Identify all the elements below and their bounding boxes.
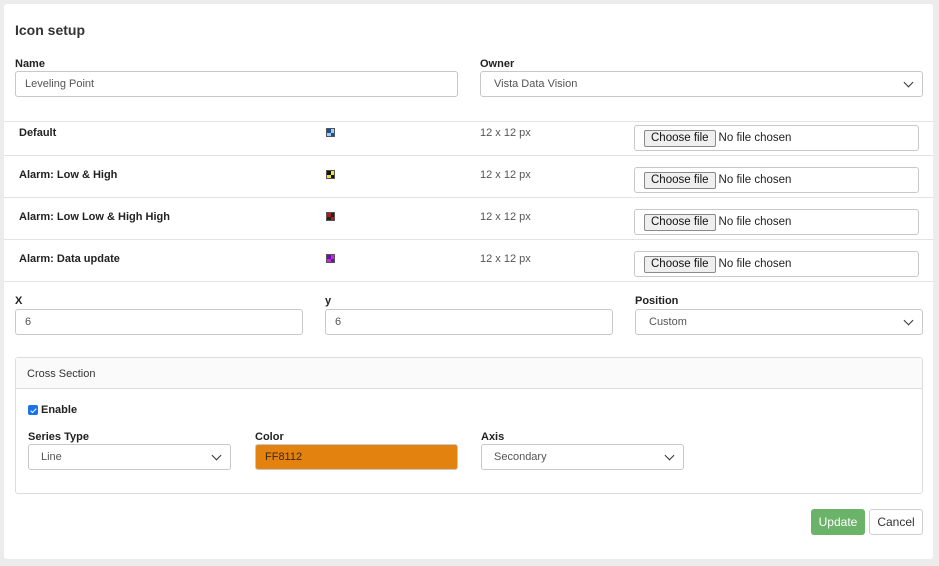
owner-select-value: Vista Data Vision — [494, 78, 578, 90]
chevron-down-icon — [211, 450, 222, 460]
icon-cell — [327, 213, 331, 217]
choose-file-button[interactable]: Choose file — [644, 171, 716, 189]
cross-section-title: Cross Section — [27, 368, 96, 380]
icon-cell — [327, 258, 331, 262]
icon-cell — [330, 213, 334, 217]
series-type-value: Line — [41, 451, 62, 463]
cross-section-card: Cross Section Enable Series Type Line Co… — [15, 357, 923, 494]
name-label: Name — [15, 58, 45, 70]
axis-select[interactable]: Secondary — [481, 444, 684, 470]
divider — [4, 239, 933, 240]
file-input-alarm-data-update[interactable]: Choose file No file chosen — [634, 251, 919, 277]
icon-cell — [327, 129, 331, 133]
name-input-value: Leveling Point — [25, 78, 95, 90]
file-status: No file chosen — [718, 258, 792, 270]
x-input-value: 6 — [25, 316, 32, 328]
x-input[interactable]: 6 — [15, 309, 303, 335]
alarm-lowlow-highhigh-icon-preview — [326, 212, 335, 221]
cross-section-header: Cross Section — [16, 358, 922, 389]
page-title: Icon setup — [15, 22, 86, 38]
y-input[interactable]: 6 — [325, 309, 613, 335]
series-type-select[interactable]: Line — [28, 444, 231, 470]
color-input[interactable]: FF8112 — [255, 444, 458, 470]
update-button[interactable]: Update — [811, 509, 865, 535]
icon-cell — [330, 174, 334, 178]
divider — [4, 121, 933, 122]
color-label: Color — [255, 431, 284, 443]
icon-cell — [327, 216, 331, 220]
icon-cell — [330, 132, 334, 136]
icon-row-label-default: Default — [19, 127, 57, 139]
enable-label[interactable]: Enable — [41, 404, 78, 416]
owner-select[interactable]: Vista Data Vision — [480, 71, 923, 97]
file-status: No file chosen — [718, 174, 792, 186]
alarm-data-update-icon-preview — [326, 254, 335, 263]
x-label: X — [15, 295, 23, 307]
chevron-down-icon — [903, 77, 914, 87]
chevron-down-icon — [903, 315, 914, 325]
position-label: Position — [635, 295, 679, 307]
icon-cell — [330, 255, 334, 259]
position-select[interactable]: Custom — [635, 309, 923, 335]
icon-size-default: 12 x 12 px — [480, 127, 531, 139]
icon-row-label-alarm-lowlow-highhigh: Alarm: Low Low & High High — [19, 211, 170, 223]
file-input-alarm-low-high[interactable]: Choose file No file chosen — [634, 167, 919, 193]
icon-size-alarm-lowlow-highhigh: 12 x 12 px — [480, 211, 531, 223]
chevron-down-icon — [664, 450, 675, 460]
name-input[interactable]: Leveling Point — [15, 71, 458, 97]
default-icon-preview — [326, 128, 335, 137]
choose-file-button[interactable]: Choose file — [644, 129, 716, 147]
series-type-label: Series Type — [28, 431, 89, 443]
icon-cell — [330, 258, 334, 262]
choose-file-button[interactable]: Choose file — [644, 255, 716, 273]
cancel-button[interactable]: Cancel — [869, 509, 923, 535]
icon-cell — [327, 255, 331, 259]
icon-cell — [327, 171, 331, 175]
divider — [4, 197, 933, 198]
axis-select-value: Secondary — [494, 451, 547, 463]
position-select-value: Custom — [649, 316, 687, 328]
icon-cell — [330, 129, 334, 133]
owner-label: Owner — [480, 58, 515, 70]
y-input-value: 6 — [335, 316, 342, 328]
file-status: No file chosen — [718, 216, 792, 228]
divider — [4, 281, 933, 282]
choose-file-button[interactable]: Choose file — [644, 213, 716, 231]
icon-cell — [327, 174, 331, 178]
icon-cell — [327, 132, 331, 136]
icon-cell — [330, 216, 334, 220]
icon-cell — [330, 171, 334, 175]
y-label: y — [325, 295, 332, 307]
file-status: No file chosen — [718, 132, 792, 144]
file-input-default[interactable]: Choose file No file chosen — [634, 125, 919, 151]
icon-setup-panel: Icon setup Name Leveling Point Owner Vis… — [4, 4, 933, 559]
file-input-alarm-lowlow-highhigh[interactable]: Choose file No file chosen — [634, 209, 919, 235]
icon-row-label-alarm-low-high: Alarm: Low & High — [19, 169, 118, 181]
color-input-value: FF8112 — [265, 451, 303, 463]
axis-label: Axis — [481, 431, 505, 443]
enable-checkbox[interactable] — [28, 405, 38, 415]
icon-row-label-alarm-data-update: Alarm: Data update — [19, 253, 120, 265]
checkmark-icon — [29, 406, 37, 413]
icon-size-alarm-low-high: 12 x 12 px — [480, 169, 531, 181]
icon-size-alarm-data-update: 12 x 12 px — [480, 253, 531, 265]
divider — [4, 155, 933, 156]
alarm-low-high-icon-preview — [326, 170, 335, 179]
